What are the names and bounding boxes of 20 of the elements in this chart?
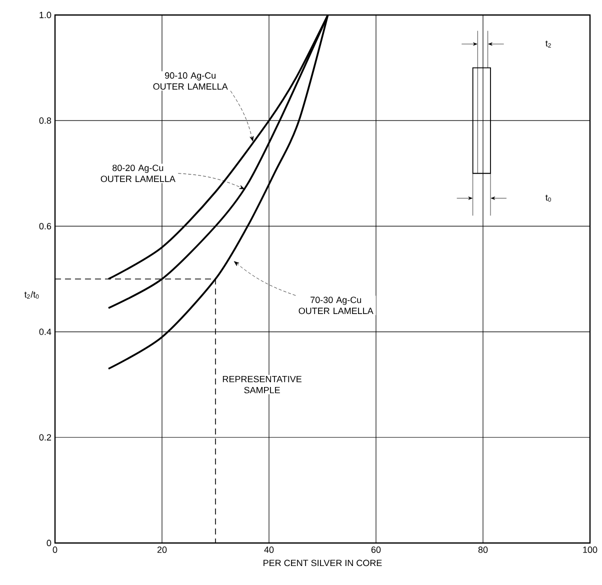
annotation: 70-30 Ag-Cu OUTER LAMELLA (298, 296, 374, 314)
x-tick-label: 20 (157, 546, 167, 553)
y-tick-label: 0 (46, 540, 52, 546)
y-axis-title: t$_{2}$/t$_{0}$ (24, 290, 39, 299)
y-tick-label: 0.6 (39, 222, 52, 230)
y-tick-label: 0.2 (39, 434, 52, 441)
x-tick-label: 100 (583, 546, 598, 553)
annotation: t$_{2}$ (546, 40, 551, 48)
x-tick-label: 60 (371, 546, 381, 553)
x-tick-label: 0 (52, 546, 58, 553)
annotation: t$_{0}$ (546, 194, 551, 202)
y-tick-label: 0.4 (39, 328, 52, 335)
y-tick-label: 1.0 (40, 12, 52, 18)
y-tick-label: 0.8 (39, 117, 52, 124)
x-tick-label: 80 (478, 546, 488, 553)
annotation: 90-10 Ag-Cu OUTER LAMELLA (153, 72, 228, 90)
annotation: REPRESENTATIVE SAMPLE (222, 376, 302, 394)
x-tick-label: 40 (264, 546, 274, 553)
annotation: 80-20 Ag-Cu OUTER LAMELLA (100, 164, 176, 182)
x-axis-title: PER CENT SILVER IN CORE (264, 560, 382, 566)
